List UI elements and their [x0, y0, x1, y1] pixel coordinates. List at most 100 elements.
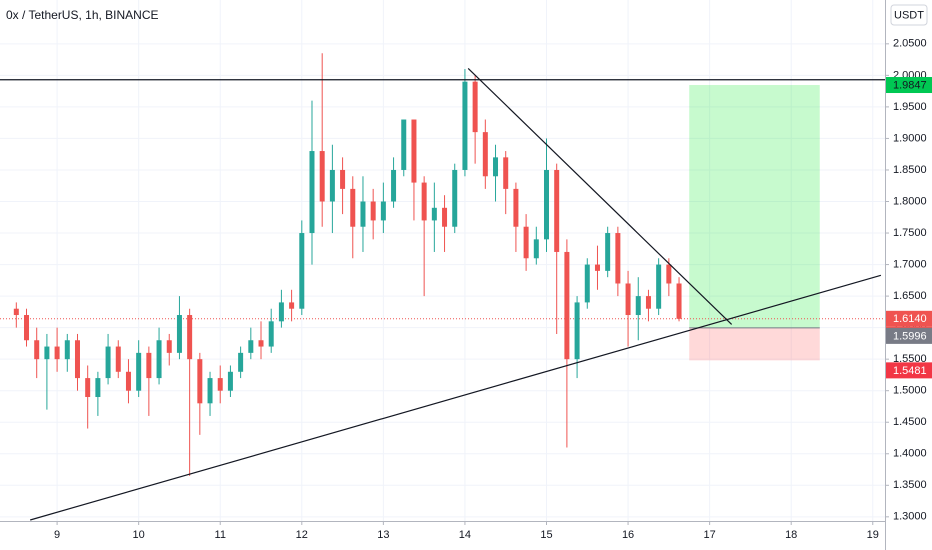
candle-body	[350, 188, 356, 227]
candle-body	[166, 340, 172, 353]
candle-body	[146, 352, 152, 379]
candle-body	[207, 378, 213, 404]
candle-body	[676, 283, 682, 319]
candle-body	[645, 296, 651, 309]
x-tick-label: 12	[296, 529, 308, 541]
candle-body	[380, 201, 386, 221]
candle-body	[105, 346, 111, 379]
trend-line	[467, 67, 733, 325]
x-tick-label: 13	[377, 529, 389, 541]
candle-body	[238, 352, 244, 372]
price-label: 1.5481	[893, 365, 927, 377]
candle-body	[421, 182, 427, 221]
candle-body	[187, 315, 193, 360]
candle-body	[656, 264, 662, 309]
currency-button-label[interactable]: USDT	[894, 9, 924, 21]
price-label-box	[886, 362, 932, 379]
x-tick-label: 16	[622, 529, 634, 541]
y-tick-label: 1.7500	[893, 227, 927, 239]
candle-body	[513, 188, 519, 227]
candle-body	[64, 340, 70, 360]
x-tick-label: 10	[133, 529, 145, 541]
candle-body	[370, 201, 376, 221]
y-tick-label: 1.5500	[893, 353, 927, 365]
price-label: 1.5996	[893, 330, 927, 342]
chart-title: 0x / TetherUS, 1h, BINANCE	[6, 8, 159, 22]
candle-body	[391, 169, 397, 202]
candle-body	[472, 81, 478, 133]
x-tick-label: 18	[785, 529, 797, 541]
candle-body	[533, 239, 539, 259]
x-tick-label: 9	[54, 529, 60, 541]
y-tick-label: 1.3000	[893, 511, 927, 523]
candle-body	[462, 81, 468, 170]
candle-body	[360, 201, 366, 227]
candle-body	[329, 169, 335, 202]
currency-button[interactable]	[890, 4, 928, 26]
y-tick-label: 1.8500	[893, 164, 927, 176]
y-tick-label: 1.4000	[893, 448, 927, 460]
candle-body	[543, 169, 549, 240]
candle-body	[482, 132, 488, 177]
candle-body	[197, 359, 203, 404]
candle-body	[115, 346, 121, 372]
x-tick-label: 19	[867, 529, 879, 541]
candle-body	[564, 251, 570, 360]
candle-body	[13, 308, 19, 316]
candle-body	[268, 321, 274, 347]
candle-body	[584, 264, 590, 303]
trend-line	[30, 274, 882, 521]
candle-body	[289, 302, 295, 309]
candle-body	[319, 151, 325, 202]
candle-body	[635, 296, 641, 316]
candle-body	[340, 169, 346, 189]
candle-body	[666, 264, 672, 284]
candle-body	[594, 264, 600, 271]
candle-body	[258, 340, 264, 347]
candle-body	[74, 340, 80, 379]
y-tick-label: 1.7000	[893, 258, 927, 270]
price-label: 1.6140	[893, 313, 927, 325]
loss-zone	[689, 327, 820, 361]
price-label: 1.9847	[893, 79, 927, 91]
y-tick-label: 1.6500	[893, 290, 927, 302]
candle-body	[278, 302, 284, 322]
x-tick-label: 15	[540, 529, 552, 541]
candle-body	[34, 340, 40, 360]
price-label-box	[886, 327, 932, 344]
y-tick-label: 1.9000	[893, 132, 927, 144]
candle-body	[125, 371, 131, 391]
y-tick-label: 1.5000	[893, 385, 927, 397]
price-label-box	[886, 310, 932, 327]
candle-body	[503, 157, 509, 189]
y-tick-label: 2.0500	[893, 38, 927, 50]
candle-body	[227, 371, 233, 391]
x-tick-label: 14	[459, 529, 471, 541]
candle-body	[574, 302, 580, 360]
candle-body	[625, 283, 631, 316]
y-tick-label: 1.3500	[893, 479, 927, 491]
candle-body	[54, 346, 60, 360]
x-tick-label: 11	[215, 529, 226, 541]
candle-body	[442, 207, 448, 227]
candle-body	[299, 233, 305, 309]
candle-body	[309, 151, 315, 234]
y-tick-label: 1.9500	[893, 101, 927, 113]
price-label-box	[886, 77, 932, 94]
x-tick-label: 17	[704, 529, 716, 541]
candle-body	[411, 119, 417, 183]
y-tick-label: 1.8000	[893, 195, 927, 207]
candle-body	[605, 233, 611, 271]
candle-body	[217, 378, 223, 391]
candle-body	[156, 340, 162, 379]
candle-body	[493, 157, 499, 177]
candle-body	[401, 119, 407, 170]
candle-body	[95, 378, 101, 398]
candle-body	[44, 346, 50, 360]
candle-body	[523, 226, 529, 259]
candle-body	[452, 169, 458, 227]
candle-body	[176, 315, 182, 353]
candle-body	[248, 340, 254, 353]
y-tick-label: 1.4500	[893, 416, 927, 428]
